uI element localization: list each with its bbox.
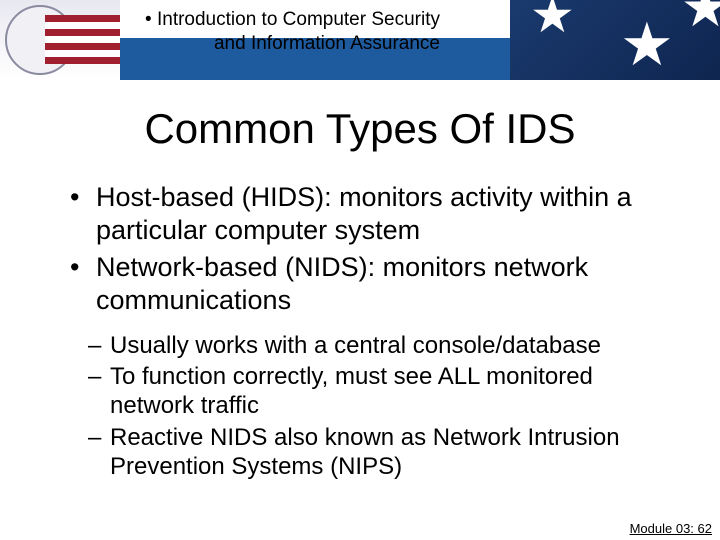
star-icon: ★	[530, 0, 575, 40]
sub-bullet-item: To function correctly, must see ALL moni…	[88, 362, 680, 421]
sub-bullet-list: Usually works with a central console/dat…	[40, 331, 680, 481]
slide-content: Common Types Of IDS Host-based (HIDS): m…	[0, 80, 720, 481]
bullet-item: Host-based (HIDS): monitors activity wit…	[70, 181, 680, 247]
bullet-item: Network-based (NIDS): monitors network c…	[70, 251, 680, 317]
header-title: • Introduction to Computer Security and …	[120, 8, 460, 56]
bullet-list: Host-based (HIDS): monitors activity wit…	[40, 181, 680, 317]
header-title-line1: Introduction to Computer Security	[157, 9, 440, 30]
header-center: • Introduction to Computer Security and …	[120, 0, 510, 80]
flag-stripes-icon	[45, 15, 120, 65]
slide-footer: Module 03: 62	[630, 521, 712, 536]
slide-title: Common Types Of IDS	[40, 105, 680, 153]
header-logo-area	[0, 0, 120, 80]
sub-bullet-item: Usually works with a central console/dat…	[88, 331, 680, 360]
slide-header: • Introduction to Computer Security and …	[0, 0, 720, 80]
header-flag-area: ★ ★ ★	[510, 0, 720, 80]
star-icon: ★	[620, 15, 674, 75]
star-icon: ★	[681, 0, 720, 35]
header-title-line2: and Information Assurance	[154, 33, 440, 54]
sub-bullet-item: Reactive NIDS also known as Network Intr…	[88, 423, 680, 482]
